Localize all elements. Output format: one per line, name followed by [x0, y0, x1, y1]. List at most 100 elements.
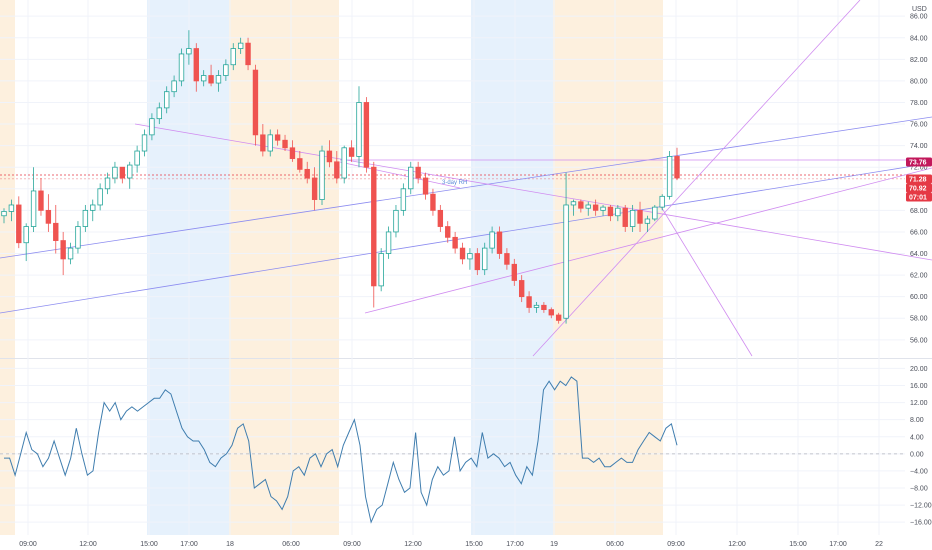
price-tick-label-6: 74.00	[910, 143, 928, 150]
candle-body-4	[30, 190, 37, 227]
candle-body-51	[378, 253, 384, 287]
candle-body-29	[215, 75, 222, 84]
price-tag-1: 71.28	[906, 174, 932, 184]
candle-5	[38, 178, 44, 216]
candle-57	[422, 172, 429, 200]
candle-body-79	[585, 204, 591, 209]
candle-76	[563, 172, 569, 324]
candle-12	[90, 199, 96, 222]
trendline-1	[0, 162, 932, 314]
candle-body-11	[82, 209, 89, 227]
session-band-4	[553, 0, 663, 535]
candle-body-43	[319, 150, 325, 200]
candle-0	[1, 208, 7, 224]
candle-body-10	[75, 226, 81, 249]
candle-53	[393, 204, 399, 238]
candle-14	[104, 172, 111, 195]
candle-body-91	[674, 156, 680, 179]
candle-71	[526, 291, 532, 313]
candle-body-86	[637, 209, 643, 224]
candle-72	[533, 302, 540, 313]
candle-body-41	[304, 168, 310, 179]
price-tick-label-10: 66.00	[910, 229, 928, 236]
candle-66	[489, 226, 495, 254]
candle-body-74	[548, 309, 554, 316]
candle-77	[570, 199, 577, 216]
price-axis[interactable]: 86.00 84.00 82.00 80.00 78.00 76.00 74.00 72.00…	[910, 14, 932, 527]
candle-body-7	[53, 222, 59, 241]
candle-2	[16, 196, 22, 249]
osc-tick-label-3: 8.00	[910, 417, 924, 424]
osc-tick-label-1: 16.00	[910, 383, 928, 390]
price-tick-label-14: 58.00	[910, 316, 928, 323]
candle-body-82	[607, 206, 614, 217]
candle-64	[474, 248, 481, 276]
candle-body-1	[8, 204, 15, 212]
candle-body-44	[326, 150, 333, 163]
session-backgrounds	[0, 0, 932, 535]
price-tag-bg-1	[906, 174, 932, 184]
candle-69	[511, 258, 517, 286]
candle-body-89	[659, 195, 665, 208]
time-tick-label-10: 19	[550, 541, 558, 548]
candle-1	[8, 199, 15, 222]
candle-body-49	[363, 102, 370, 168]
candle-50	[371, 161, 377, 308]
candle-body-52	[385, 231, 392, 254]
price-tag-bg-2	[906, 183, 932, 193]
osc-tick-label-7: −8.00	[910, 486, 928, 493]
candle-body-25	[186, 48, 192, 55]
trendline-4	[532, 0, 861, 357]
candle-body-45	[334, 161, 340, 179]
candle-body-33	[245, 42, 251, 66]
candle-25	[186, 30, 192, 65]
candle-68	[504, 248, 510, 270]
candle-body-60	[445, 226, 451, 238]
candle-body-81	[600, 206, 606, 211]
candle-89	[659, 194, 665, 211]
candle-body-34	[252, 69, 259, 136]
candle-body-12	[90, 204, 96, 211]
session-band-0	[0, 0, 15, 535]
candle-78	[578, 199, 584, 213]
time-tick-label-1: 12:00	[79, 541, 97, 548]
oscillator-line	[4, 376, 678, 524]
candle-body-50	[371, 166, 377, 287]
candle-body-80	[592, 204, 599, 211]
price-tick-label-4: 78.00	[910, 100, 928, 107]
candle-body-27	[200, 75, 207, 82]
time-tick-label-5: 06:00	[282, 541, 300, 548]
candle-body-63	[467, 253, 473, 260]
candle-84	[622, 204, 628, 232]
candle-30	[223, 59, 229, 81]
trendlines	[0, 0, 932, 357]
price-tick-label-2: 82.00	[910, 57, 928, 64]
candle-60	[445, 221, 451, 243]
price-tag-label-2: 70.92	[909, 186, 927, 193]
candle-body-42	[311, 177, 318, 200]
time-axis[interactable]: 09:00 12:00 15:00 17:00 18 06:00 09:00 12:00 15:…	[19, 541, 883, 548]
candle-body-55	[408, 166, 414, 190]
price-tick-label-15: 56.00	[910, 337, 928, 344]
candle-41	[304, 161, 310, 184]
trendline-7	[339, 161, 461, 189]
price-tick-label-7: 72.00	[910, 165, 928, 172]
candle-29	[215, 70, 222, 92]
candle-body-32	[237, 42, 244, 49]
candle-82	[607, 204, 614, 222]
candle-body-59	[437, 209, 444, 227]
candle-body-8	[60, 240, 66, 260]
candle-4	[30, 167, 37, 232]
candle-52	[385, 226, 392, 259]
candle-body-54	[400, 188, 407, 211]
currency-label: USD	[912, 6, 927, 13]
time-tick-label-14: 15:00	[789, 541, 807, 548]
candle-body-78	[578, 201, 584, 209]
candle-body-70	[518, 280, 525, 298]
candle-body-23	[171, 80, 177, 93]
candle-46	[341, 145, 347, 184]
candle-87	[644, 215, 651, 232]
candle-body-53	[393, 209, 399, 233]
osc-tick-label-5: 0.00	[910, 451, 924, 458]
